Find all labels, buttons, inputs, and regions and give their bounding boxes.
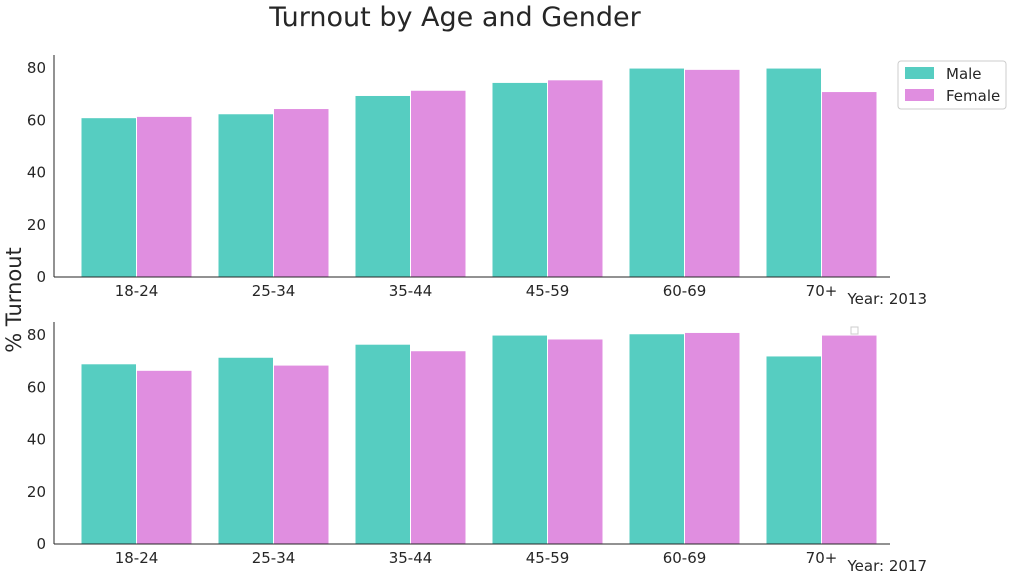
x-tick-label: 25-34	[252, 282, 296, 300]
y-tick-label: 80	[27, 326, 46, 344]
chart-title: Turnout by Age and Gender	[268, 2, 641, 33]
panel-2017: 0 20 40 60 80 18-24 25-34 35-44 45-59 60-69 70+ Yea…	[27, 322, 927, 575]
bar-male-70+	[765, 67, 822, 278]
bar-female-70+	[821, 91, 878, 278]
bar-male-60-69	[628, 333, 685, 545]
x-tick-label: 35-44	[389, 282, 433, 300]
bar-female-45-59	[547, 79, 604, 278]
x-tick-label: 45-59	[526, 549, 570, 567]
empty-legend-box	[850, 326, 859, 335]
bar-female-35-44	[410, 350, 467, 545]
bar-male-25-34	[217, 113, 274, 278]
y-tick-label: 20	[27, 216, 46, 234]
year-label: Year: 2017	[847, 557, 928, 575]
legend-label-female: Female	[946, 87, 1000, 105]
x-tick-label: 18-24	[115, 549, 159, 567]
x-tick-label: 60-69	[663, 549, 707, 567]
bar-male-60-69	[628, 67, 685, 278]
x-tick-label: 25-34	[252, 549, 296, 567]
year-label: Year: 2013	[847, 290, 928, 308]
y-axis-label: % Turnout	[2, 247, 26, 353]
x-tick-label: 60-69	[663, 282, 707, 300]
y-tick-label: 40	[27, 164, 46, 182]
legend: Male Female	[897, 60, 1007, 110]
bar-male-25-34	[217, 356, 274, 545]
bar-female-25-34	[273, 364, 330, 545]
bar-female-70+	[821, 334, 878, 545]
bar-male-18-24	[80, 363, 137, 545]
legend-label-male: Male	[946, 65, 982, 83]
y-tick-label: 0	[36, 268, 46, 286]
bar-male-18-24	[80, 117, 137, 278]
bar-male-70+	[765, 355, 822, 545]
x-tick-label: 35-44	[389, 549, 433, 567]
y-tick-label: 80	[27, 59, 46, 77]
bar-female-18-24	[136, 115, 193, 278]
bar-female-60-69	[684, 331, 741, 545]
bar-female-35-44	[410, 89, 467, 278]
legend-swatch-female	[905, 89, 934, 101]
bar-male-35-44	[354, 343, 411, 545]
y-tick-label: 20	[27, 483, 46, 501]
bar-male-35-44	[354, 94, 411, 278]
y-tick-label: 60	[27, 111, 46, 129]
bar-male-45-59	[491, 81, 548, 278]
bar-female-18-24	[136, 369, 193, 545]
y-tick-label: 60	[27, 378, 46, 396]
bar-male-45-59	[491, 334, 548, 545]
x-tick-label: 70+	[806, 282, 838, 300]
panel-2013: 0 20 40 60 80 18-24 25-34 35-44 45-59 60-69 70+ Yea…	[27, 55, 927, 308]
x-tick-label: 18-24	[115, 282, 159, 300]
legend-swatch-male	[905, 67, 934, 79]
bar-female-45-59	[547, 338, 604, 545]
x-tick-label: 45-59	[526, 282, 570, 300]
x-tick-label: 70+	[806, 549, 838, 567]
bar-female-60-69	[684, 68, 741, 278]
bar-female-25-34	[273, 108, 330, 278]
y-tick-label: 0	[36, 535, 46, 553]
y-tick-label: 40	[27, 431, 46, 449]
